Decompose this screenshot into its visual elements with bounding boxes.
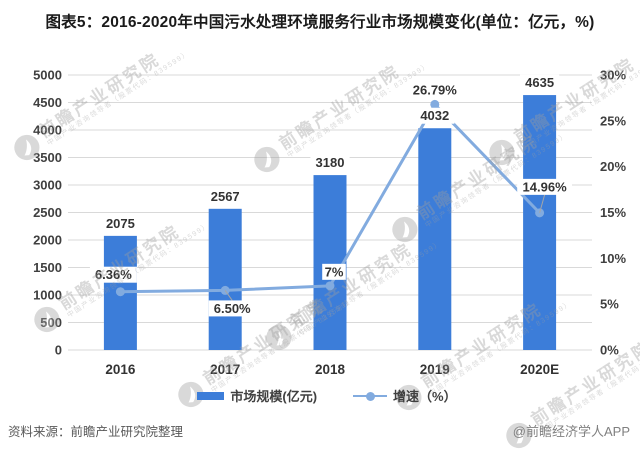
x-axis-label: 2020E <box>520 362 559 377</box>
legend-label-market-size: 市场规模(亿元) <box>230 389 318 404</box>
line-value-label: 6.50% <box>214 301 251 316</box>
bar-2017 <box>208 208 242 350</box>
bar-value-label: 2075 <box>106 216 135 231</box>
line-value-label: 26.79% <box>413 82 458 97</box>
line-marker-2019 <box>430 99 440 109</box>
y-axis-tick-label: 1000 <box>33 288 62 303</box>
bar-2018 <box>313 175 347 350</box>
line-value-label-bg <box>407 81 463 98</box>
line-value-label-bg <box>322 263 346 280</box>
label-leader-line <box>539 194 546 214</box>
line-value-label: 7% <box>325 264 344 279</box>
line-value-label: 14.96% <box>523 179 568 194</box>
bar-value-label: 4032 <box>420 108 449 123</box>
bar-2019 <box>418 128 452 350</box>
y-axis-tick-label: 0 <box>55 343 62 358</box>
line-series-swatch <box>353 391 388 401</box>
y-axis-tick-label: 500 <box>40 315 62 330</box>
y-axis-tick-label: 5000 <box>33 68 62 83</box>
bar-value-label: 4635 <box>525 75 554 90</box>
line-marker-2016 <box>115 287 125 297</box>
legend-label-growth: 增速（%） <box>393 389 457 404</box>
y-axis-tick-label: 3000 <box>33 178 62 193</box>
line-value-label-bg <box>517 178 572 195</box>
x-axis-label: 2019 <box>420 362 450 377</box>
y2-axis-tick-label: 5% <box>600 297 619 312</box>
bar-value-label-bg <box>100 215 140 232</box>
y-axis-tick-label: 1500 <box>33 260 62 275</box>
line-value-label: 6.36% <box>95 267 132 282</box>
credit-text: @前瞻经济学人APP <box>512 424 630 439</box>
chart-legend: 市场规模(亿元) 增速（%） <box>0 386 640 405</box>
y-axis-tick-label: 4500 <box>33 95 62 110</box>
x-axis-label: 2016 <box>105 362 136 377</box>
bar-value-label: 3180 <box>316 155 345 170</box>
y-axis-tick-label: 4000 <box>33 123 62 138</box>
chart-title: 图表5：2016-2020年中国污水处理环境服务行业市场规模变化(单位：亿元，%… <box>45 14 595 31</box>
x-axis-label: 2017 <box>210 362 240 377</box>
bar-series-swatch <box>197 391 225 400</box>
label-leader-line <box>224 290 233 301</box>
y2-axis-tick-label: 0% <box>600 343 619 358</box>
y2-axis-tick-label: 25% <box>600 113 626 128</box>
y-axis-tick-label: 2500 <box>33 205 62 220</box>
line-value-label-bg <box>89 266 137 283</box>
y2-axis-tick-label: 10% <box>600 251 626 266</box>
bar-value-label-bg <box>520 74 560 91</box>
data-source-text: 资料来源：前瞻产业研究院整理 <box>8 425 184 439</box>
y-axis-tick-label: 2000 <box>33 233 62 248</box>
legend-item-growth: 增速（%） <box>353 386 457 405</box>
bar-value-label-bg <box>415 107 455 124</box>
y2-axis-tick-label: 30% <box>600 68 626 83</box>
line-value-label-bg <box>208 300 256 317</box>
bar-value-label: 2567 <box>211 189 240 204</box>
bar-value-label-bg <box>310 154 350 171</box>
y2-axis-tick-label: 20% <box>600 159 626 174</box>
x-axis-label: 2018 <box>315 362 346 377</box>
legend-item-market-size: 市场规模(亿元) <box>197 386 317 405</box>
y2-axis-tick-label: 15% <box>600 205 626 220</box>
line-marker-2018 <box>325 281 335 291</box>
bar-2020E <box>523 95 557 350</box>
y-axis-tick-label: 3500 <box>33 150 62 165</box>
bar-value-label-bg <box>205 188 245 205</box>
